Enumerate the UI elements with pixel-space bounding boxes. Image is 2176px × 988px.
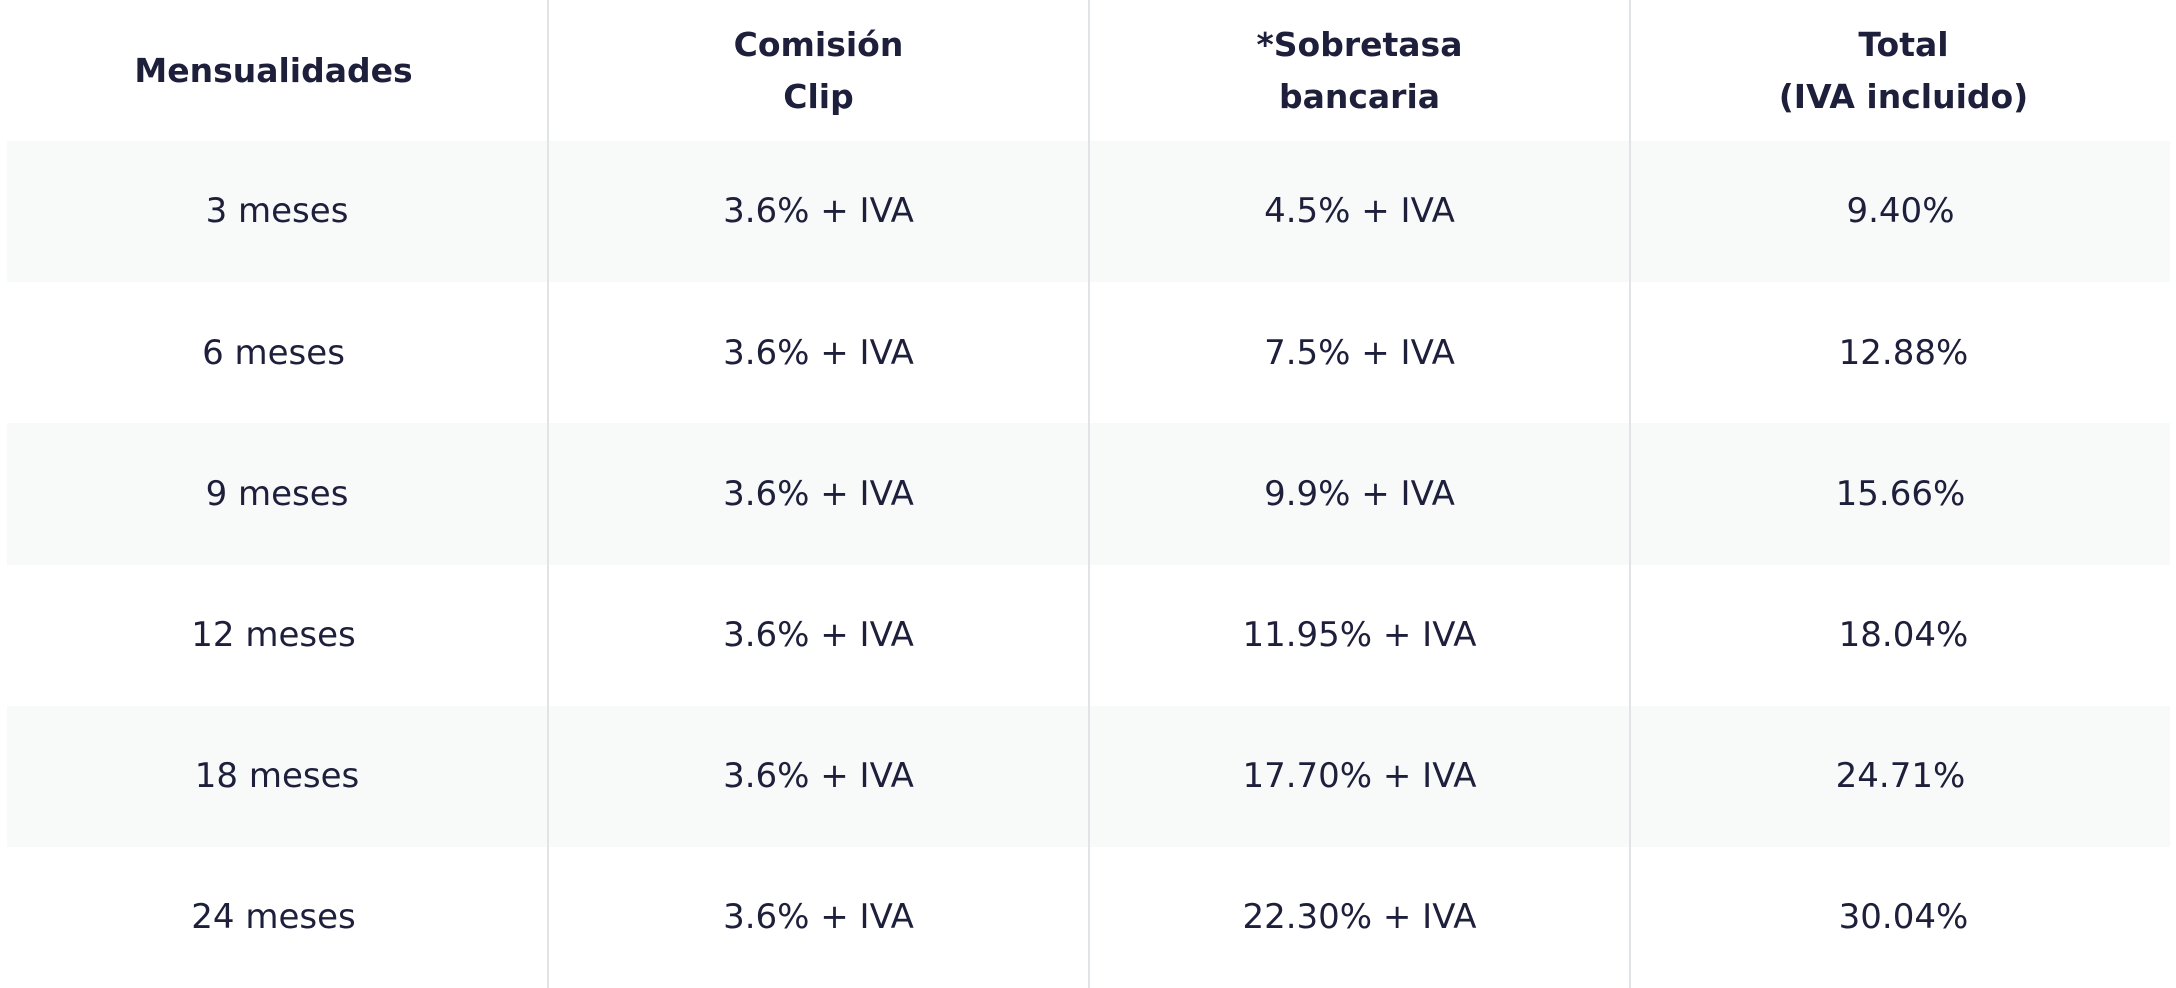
table-cell: 3 meses <box>7 141 547 283</box>
table-cell: 18 meses <box>7 705 547 847</box>
table-cell: 6 meses <box>202 332 345 373</box>
table-cell: 30.04% <box>1629 846 2176 988</box>
table-cell: 24.71% <box>1629 705 2170 847</box>
header-cell: *Sobretasa bancaria <box>1088 0 1629 142</box>
header-cell: Total (IVA incluido) <box>1629 0 2176 142</box>
table-cell: 11.95% + IVA <box>1088 564 1629 706</box>
table-cell: 3.6% + IVA <box>547 846 1088 988</box>
table-cell: 18.04% <box>1629 564 2176 706</box>
table-cell: 12 meses <box>191 614 356 655</box>
header-cell: Mensualidades <box>134 51 413 90</box>
table-cell: 3.6% + IVA <box>547 282 1088 424</box>
table-cell: 3.6% + IVA <box>547 141 1088 283</box>
table-cell: 24 meses <box>191 897 356 938</box>
table-cell: 4.5% + IVA <box>1088 141 1629 283</box>
table-cell: 7.5% + IVA <box>1088 282 1629 424</box>
table-cell: 3.6% + IVA <box>547 564 1088 706</box>
table-cell: 9.9% + IVA <box>1088 423 1629 565</box>
table-cell: 15.66% <box>1629 423 2170 565</box>
table-cell: 9.40% <box>1629 141 2170 283</box>
table-cell: 22.30% + IVA <box>1088 846 1629 988</box>
header-cell: Comisión Clip <box>547 0 1088 142</box>
table-cell: 17.70% + IVA <box>1088 705 1629 847</box>
table-cell: 3.6% + IVA <box>547 423 1088 565</box>
table-cell: 12.88% <box>1629 282 2176 424</box>
table-cell: 3.6% + IVA <box>547 705 1088 847</box>
table-cell: 9 meses <box>7 423 547 565</box>
